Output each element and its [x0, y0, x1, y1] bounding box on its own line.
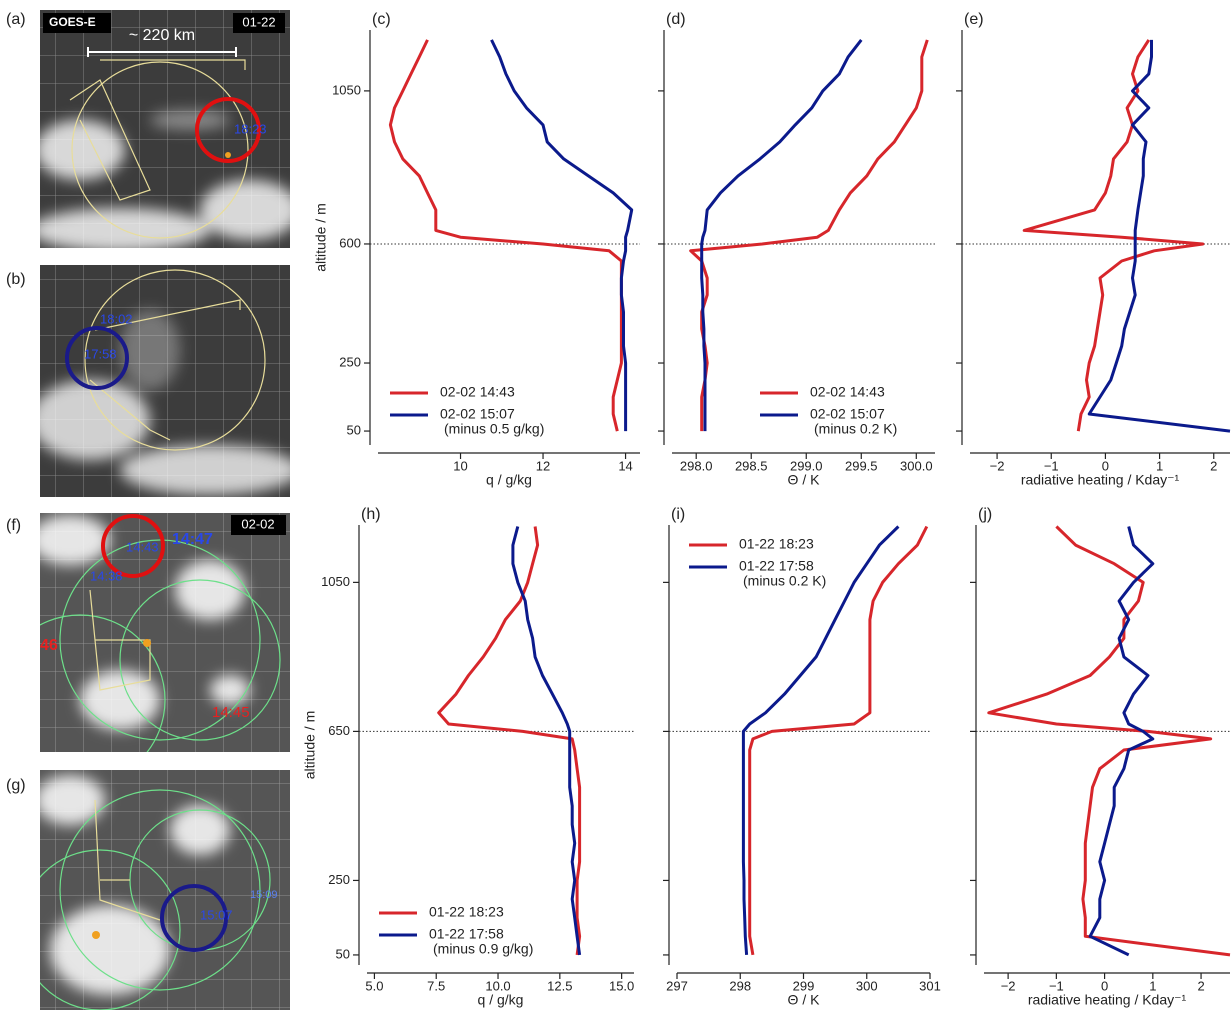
profile-line [748, 525, 929, 956]
profile-line [437, 526, 582, 956]
time-label: 14:47 [172, 531, 213, 548]
x-tick-label: 0 [1101, 978, 1108, 993]
satellite-badge: GOES-E [49, 15, 96, 29]
satellite-image: 14:43 14:47 14:38 46 14:45 02-02 [40, 513, 290, 752]
x-tick-label: 15.0 [609, 978, 634, 993]
profile-line [511, 526, 582, 956]
time-label: 14:43 [126, 539, 159, 554]
y-axis-label: altitude / m [313, 203, 329, 271]
panel-label: (j) [978, 506, 992, 523]
x-tick-label: 298.0 [680, 458, 713, 473]
panel-label: (d) [666, 11, 686, 28]
legend-label: 01-22 17:58 [739, 558, 814, 574]
panel-label: (c) [372, 11, 391, 28]
x-tick-label: 299 [793, 978, 815, 993]
legend-note: (minus 0.5 g/kg) [444, 421, 544, 437]
x-tick-label: 14 [618, 458, 632, 473]
panel-label: (f) [6, 517, 21, 534]
x-tick-label: 0 [1102, 458, 1109, 473]
x-tick-label: 298.5 [735, 458, 768, 473]
x-tick-label: −1 [1044, 458, 1059, 473]
time-label: 15:07 [200, 907, 233, 922]
x-tick-label: 10 [453, 458, 467, 473]
time-label: 14:38 [90, 568, 123, 583]
time-label: 17:58 [84, 346, 117, 361]
x-tick-label: 299.0 [790, 458, 823, 473]
profile-line [987, 525, 1231, 957]
profile-line [741, 525, 900, 956]
panel-label: (e) [964, 11, 984, 28]
x-tick-label: 299.5 [845, 458, 878, 473]
x-axis-label: q / g/kg [478, 992, 524, 1008]
x-tick-label: −2 [990, 458, 1005, 473]
x-tick-label: 12 [536, 458, 550, 473]
time-label: 46 [40, 637, 58, 654]
profile-line [1088, 526, 1155, 957]
legend-label: 01-22 18:23 [739, 536, 814, 552]
legend-label: 02-02 15:07 [810, 406, 885, 422]
x-axis-label: Θ / K [788, 992, 821, 1008]
panel-label: (b) [6, 271, 26, 288]
profile-line [700, 38, 863, 432]
profile-line [1022, 39, 1205, 432]
scale-label: ~ 220 km [129, 27, 195, 44]
y-tick-label: 600 [339, 235, 361, 250]
time-label: 18:23 [234, 121, 267, 136]
x-tick-label: 298 [729, 978, 751, 993]
date-badge: 02-02 [241, 516, 274, 531]
y-tick-label: 1050 [332, 82, 361, 97]
x-axis-label: Θ / K [788, 472, 821, 488]
legend-note: (minus 0.2 K) [814, 421, 897, 437]
time-label: 15:09 [250, 889, 278, 901]
panel-label: (g) [6, 777, 26, 794]
x-tick-label: 10.0 [485, 978, 510, 993]
y-tick-label: 50 [336, 946, 350, 961]
y-tick-label: 250 [328, 872, 350, 887]
profile-line [388, 39, 623, 432]
panel-label: (a) [6, 11, 26, 28]
date-badge: 01-22 [242, 14, 275, 29]
x-axis-label: radiative heating / Kday⁻¹ [1028, 992, 1187, 1008]
x-tick-label: 297 [666, 978, 688, 993]
time-label: 14:45 [212, 704, 250, 721]
legend-label: 02-02 14:43 [810, 384, 885, 400]
time-label: 18:02 [100, 311, 133, 326]
x-tick-label: 1 [1156, 458, 1163, 473]
satellite-image: 18:02 17:58 [40, 265, 290, 497]
legend-note: (minus 0.2 K) [743, 573, 826, 589]
x-tick-label: 12.5 [547, 978, 572, 993]
y-tick-label: 250 [339, 354, 361, 369]
x-tick-label: 300 [856, 978, 878, 993]
profile-line [689, 39, 929, 432]
x-tick-label: 2 [1210, 458, 1217, 473]
legend-label: 01-22 18:23 [429, 904, 504, 920]
x-tick-label: −1 [1049, 978, 1064, 993]
y-tick-label: 50 [347, 422, 361, 437]
x-tick-label: 1 [1149, 978, 1156, 993]
legend-label: 02-02 15:07 [440, 406, 515, 422]
y-tick-label: 1050 [321, 574, 350, 589]
x-axis-label: radiative heating / Kday⁻¹ [1021, 472, 1180, 488]
y-axis-label: altitude / m [302, 711, 318, 779]
profile-line [1087, 39, 1231, 433]
satellite-image: 15:07 15:09 [40, 770, 290, 1010]
x-tick-label: 7.5 [427, 978, 445, 993]
satellite-image: 18:23 GOES-E 01-22 ~ 220 km [40, 10, 290, 248]
y-tick-label: 650 [328, 723, 350, 738]
legend-label: 01-22 17:58 [429, 926, 504, 942]
x-tick-label: 2 [1197, 978, 1204, 993]
profile-line [490, 39, 634, 432]
panel-label: (i) [671, 506, 685, 523]
x-tick-label: 5.0 [365, 978, 383, 993]
legend-note: (minus 0.9 g/kg) [433, 941, 533, 957]
x-axis-label: q / g/kg [486, 472, 532, 488]
x-tick-label: 301 [919, 978, 941, 993]
legend-label: 02-02 14:43 [440, 384, 515, 400]
x-tick-label: 300.0 [900, 458, 933, 473]
x-tick-label: −2 [1001, 978, 1016, 993]
panel-label: (h) [361, 506, 381, 523]
